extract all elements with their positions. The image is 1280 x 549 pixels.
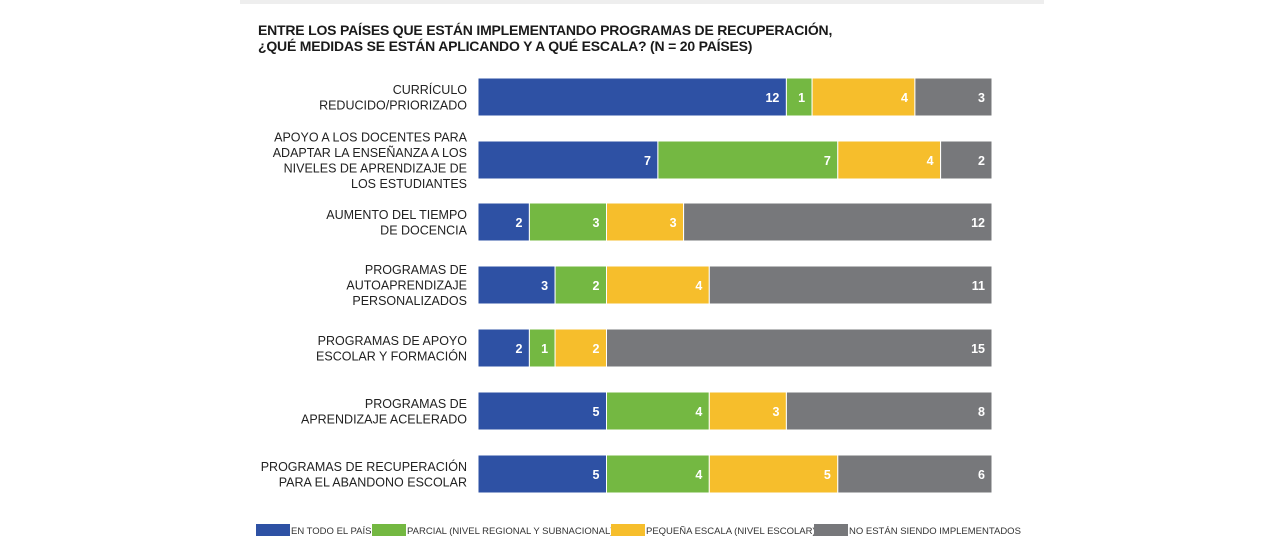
value-label: 7 [824, 154, 831, 168]
category-label: PROGRAMAS DE RECUPERACIÓN PARA EL ABANDON… [261, 459, 467, 490]
legend-en-todo-el-pais-label: EN TODO EL PAÍS [291, 526, 371, 537]
legend-parcial-swatch [372, 524, 406, 536]
value-label: 5 [824, 468, 831, 482]
value-label: 7 [644, 154, 651, 168]
value-label: 2 [978, 154, 985, 168]
value-label: 4 [695, 405, 702, 419]
value-label: 4 [927, 154, 934, 168]
value-label: 4 [695, 468, 702, 482]
value-label: 5 [593, 468, 600, 482]
segment-parcial [657, 140, 839, 180]
legend-no-implementados-swatch [814, 524, 848, 536]
legend-pequena-escala-swatch [611, 524, 645, 536]
segment-pequena-escala [708, 454, 839, 494]
segment-no-implementados [606, 328, 993, 368]
segment-no-implementados [708, 265, 993, 305]
value-label: 12 [765, 91, 779, 105]
value-label: 12 [971, 216, 985, 230]
segment-parcial [606, 391, 710, 431]
segment-pequena-escala [837, 140, 942, 180]
segment-parcial [606, 454, 710, 494]
segment-en-todo-el-pais [477, 454, 607, 494]
segment-parcial [554, 265, 607, 305]
value-label: 3 [978, 91, 985, 105]
segment-no-implementados [837, 454, 993, 494]
segment-pequena-escala [606, 265, 710, 305]
category-label: PROGRAMAS DE APOYO ESCOLAR Y FORMACIÓN [316, 334, 467, 364]
value-label: 3 [772, 405, 779, 419]
legend-parcial-label: PARCIAL (NIVEL REGIONAL Y SUBNACIONAL) [407, 526, 613, 537]
value-label: 4 [695, 279, 702, 293]
segment-en-todo-el-pais [477, 140, 659, 180]
value-label: 1 [798, 91, 805, 105]
panel-top-border [240, 0, 1044, 4]
category-label: PROGRAMAS DE AUTOAPRENDIZAJE PERSONALIZADO… [346, 263, 467, 308]
value-label: 11 [972, 279, 985, 293]
value-label: 6 [978, 468, 985, 482]
value-label: 2 [593, 342, 600, 356]
chart-title-line-2: ¿QUÉ MEDIDAS SE ESTÁN APLICANDO Y A QUÉ … [258, 38, 753, 54]
segment-no-implementados [940, 140, 993, 180]
segment-pequena-escala [708, 391, 787, 431]
segment-en-todo-el-pais [477, 77, 787, 117]
legend-en-todo-el-pais-swatch [256, 524, 290, 536]
legend-pequena-escala-label: PEQUEÑA ESCALA (NIVEL ESCOLAR) [646, 526, 816, 537]
chart-title: ENTRE LOS PAÍSES QUE ESTÁN IMPLEMENTANDO… [258, 22, 958, 54]
value-label: 2 [515, 342, 522, 356]
segment-pequena-escala [606, 202, 685, 242]
segment-no-implementados [914, 77, 993, 117]
value-label: 3 [670, 216, 677, 230]
value-label: 1 [541, 342, 548, 356]
segment-parcial [528, 328, 556, 368]
segment-en-todo-el-pais [477, 265, 556, 305]
segment-pequena-escala [554, 328, 607, 368]
value-label: 2 [515, 216, 522, 230]
chart-title-line-1: ENTRE LOS PAÍSES QUE ESTÁN IMPLEMENTANDO… [258, 22, 833, 38]
segment-pequena-escala [811, 77, 916, 117]
category-label: APOYO A LOS DOCENTES PARA ADAPTAR LA ENSE… [273, 130, 468, 191]
value-label: 8 [978, 405, 985, 419]
category-label: PROGRAMAS DE APRENDIZAJE ACELERADO [301, 397, 467, 427]
value-label: 15 [971, 342, 985, 356]
segment-en-todo-el-pais [477, 391, 607, 431]
value-label: 3 [541, 279, 548, 293]
value-label: 4 [901, 91, 908, 105]
category-label: AUMENTO DEL TIEMPO DE DOCENCIA [326, 208, 467, 238]
segment-parcial [528, 202, 608, 242]
segment-no-implementados [683, 202, 993, 242]
category-label: CURRÍCULO REDUCIDO/PRIORIZADO [319, 82, 467, 113]
legend-no-implementados-label: NO ESTÁN SIENDO IMPLEMENTADOS [849, 526, 1021, 537]
value-label: 2 [593, 279, 600, 293]
value-label: 5 [593, 405, 600, 419]
segment-no-implementados [785, 391, 993, 431]
value-label: 3 [593, 216, 600, 230]
